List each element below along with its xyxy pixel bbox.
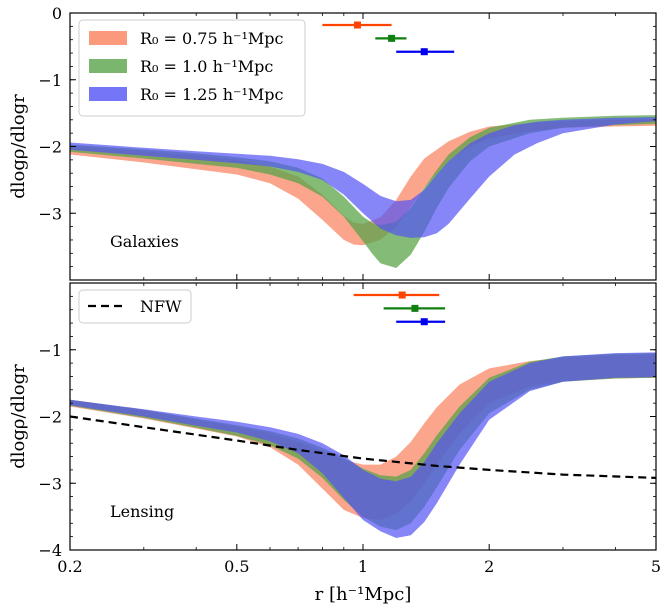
- xtick-label: 5: [651, 557, 660, 576]
- legend-swatch-1: [89, 59, 127, 73]
- plot-area: [70, 291, 656, 538]
- ytick-label: −3: [38, 204, 62, 223]
- xtick-label: 1: [358, 557, 368, 576]
- band-2: [70, 117, 656, 238]
- legend-box: [78, 289, 192, 324]
- panel-annotation: Lensing: [110, 502, 174, 521]
- point-1: [411, 304, 419, 312]
- xtick-label: 0.2: [57, 557, 82, 576]
- point-0: [398, 291, 406, 299]
- band-1: [70, 115, 656, 268]
- xtick-label: 2: [484, 557, 494, 576]
- panel-galaxies: 0 −1 −2 −3 dlogρ/dlogr Galaxies R₀ = 0.75 h⁻¹M…: [8, 4, 657, 281]
- legend-swatch-2: [89, 87, 127, 101]
- legend-swatch-0: [89, 31, 127, 45]
- legend-label-1: R₀ = 1.0 h⁻¹Mpc: [140, 57, 273, 76]
- legend-label-0: R₀ = 0.75 h⁻¹Mpc: [140, 29, 284, 48]
- ytick-label: −3: [38, 474, 62, 493]
- panel-annotation: Galaxies: [110, 232, 179, 251]
- xtick-label: 0.5: [224, 557, 249, 576]
- panel-lensing: −1 −2 −3 −4 dlogρ/dlogr Lensing NFW: [8, 282, 657, 560]
- ytick-label: −1: [38, 71, 62, 90]
- legend-label-0: NFW: [140, 297, 182, 316]
- plot-area: [70, 21, 656, 268]
- point-1: [388, 34, 396, 42]
- ytick-label: 0: [52, 4, 62, 23]
- point-2: [420, 48, 428, 56]
- y-axis-label: dlogρ/dlogr: [8, 364, 29, 469]
- y-axis-label: dlogρ/dlogr: [8, 94, 29, 199]
- legend: R₀ = 0.75 h⁻¹Mpc R₀ = 1.0 h⁻¹Mpc R₀ = 1.25…: [78, 19, 306, 117]
- point-0: [353, 21, 361, 29]
- band-2: [70, 352, 656, 538]
- nfw-line: [70, 415, 656, 479]
- x-axis-label: r [h⁻¹Mpc]: [315, 584, 412, 605]
- ytick-label: −2: [38, 408, 62, 427]
- point-2: [420, 318, 428, 326]
- legend-label-2: R₀ = 1.25 h⁻¹Mpc: [140, 85, 284, 104]
- legend-box: [78, 19, 306, 117]
- legend: NFW: [78, 289, 192, 324]
- ytick-label: −2: [38, 138, 62, 157]
- ytick-label: −1: [38, 341, 62, 360]
- ytick-label: −4: [38, 541, 62, 560]
